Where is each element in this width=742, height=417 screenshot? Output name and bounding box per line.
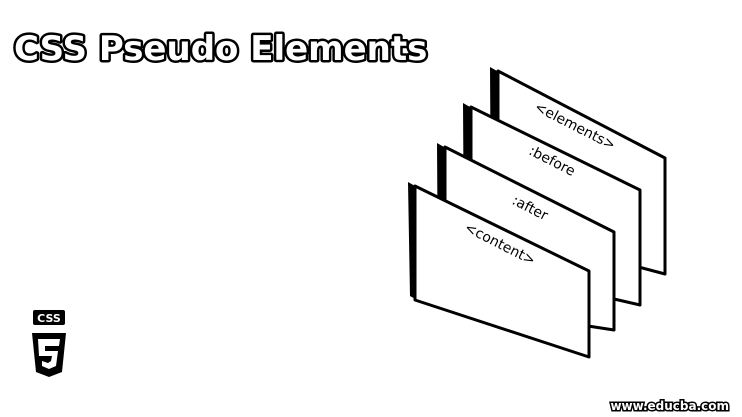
watermark-text: www.educba.com [610, 399, 729, 413]
page-title: CSS Pseudo Elements [14, 29, 427, 69]
layer-content: <content> [408, 182, 591, 359]
css-badge-text: CSS [37, 312, 61, 325]
css3-logo-icon: CSS [32, 310, 66, 377]
